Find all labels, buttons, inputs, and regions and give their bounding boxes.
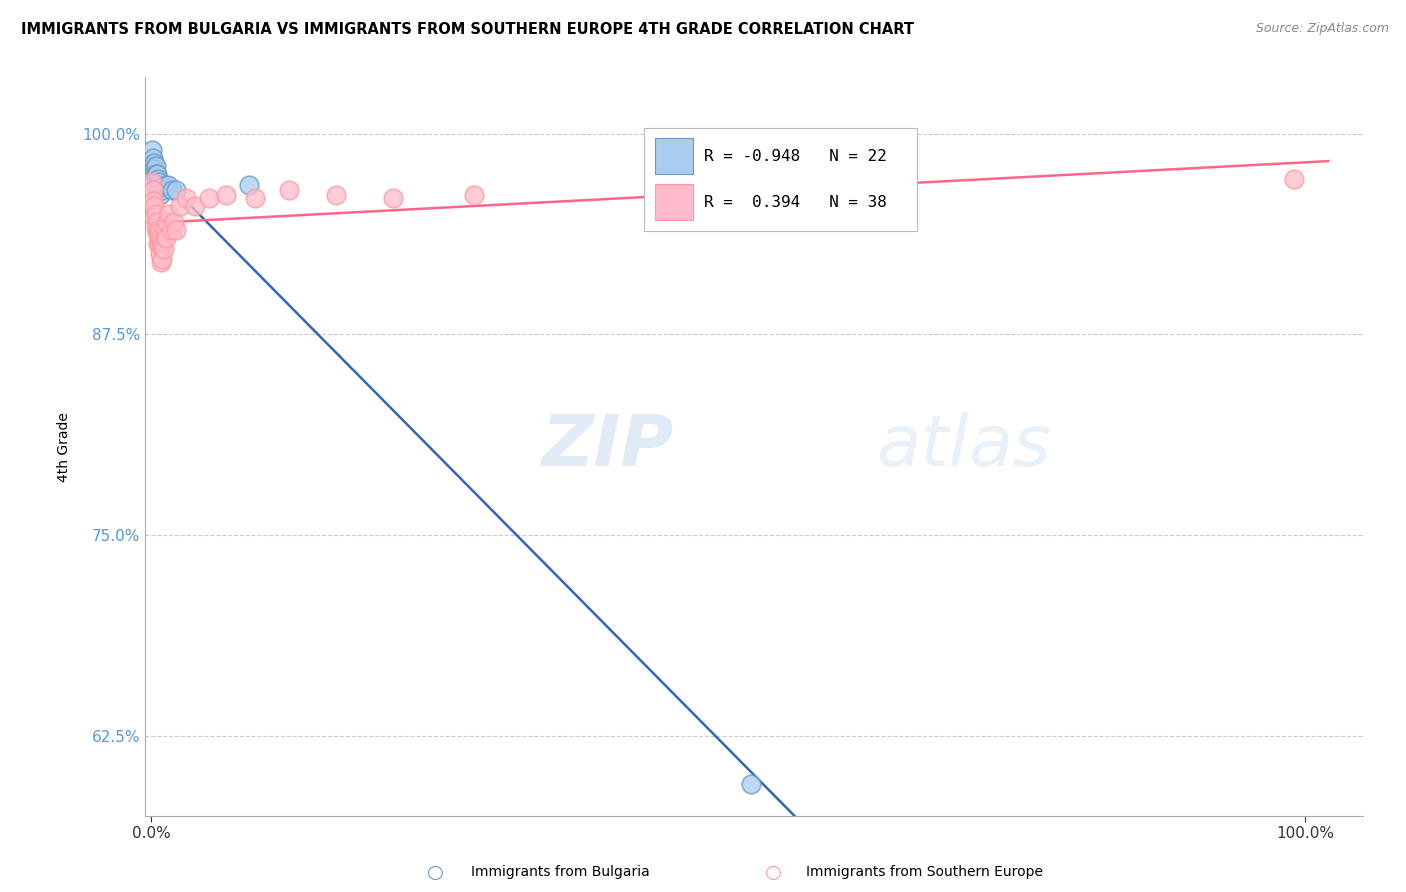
Text: ZIP: ZIP	[541, 412, 673, 481]
Point	[143, 210, 166, 224]
Point	[145, 159, 167, 173]
Point	[463, 187, 485, 202]
Text: Source: ZipAtlas.com: Source: ZipAtlas.com	[1256, 22, 1389, 36]
Point	[152, 183, 174, 197]
Point	[215, 187, 238, 202]
Point	[278, 183, 301, 197]
Point	[149, 187, 172, 202]
Point	[150, 255, 173, 269]
Point	[148, 226, 170, 240]
Text: ○: ○	[427, 863, 444, 882]
Point	[238, 178, 260, 192]
Point	[184, 199, 207, 213]
Point	[146, 171, 169, 186]
Point	[145, 215, 167, 229]
Point	[146, 223, 169, 237]
Point	[243, 191, 266, 205]
Point	[197, 191, 219, 205]
Point	[153, 223, 176, 237]
FancyBboxPatch shape	[655, 138, 693, 174]
FancyBboxPatch shape	[655, 185, 693, 220]
Point	[142, 194, 165, 208]
Point	[169, 199, 191, 213]
Point	[740, 777, 762, 791]
Point	[143, 155, 166, 169]
Point	[157, 178, 180, 192]
Text: IMMIGRANTS FROM BULGARIA VS IMMIGRANTS FROM SOUTHERN EUROPE 4TH GRADE CORRELATIO: IMMIGRANTS FROM BULGARIA VS IMMIGRANTS F…	[21, 22, 914, 37]
Point	[143, 199, 166, 213]
Point	[160, 223, 183, 237]
Point	[146, 235, 169, 250]
Point	[165, 183, 187, 197]
Point	[165, 223, 187, 237]
Point	[143, 167, 166, 181]
Point	[141, 143, 163, 157]
Y-axis label: 4th Grade: 4th Grade	[58, 412, 72, 482]
Point	[150, 235, 173, 250]
Point	[174, 191, 197, 205]
Text: R = -0.948   N = 22: R = -0.948 N = 22	[704, 149, 887, 164]
Point	[142, 159, 165, 173]
Point	[155, 231, 177, 245]
Point	[143, 161, 166, 176]
Point	[145, 226, 167, 240]
Point	[141, 175, 163, 189]
Point	[160, 183, 183, 197]
Point	[152, 242, 174, 256]
Point	[156, 215, 179, 229]
Point	[325, 187, 347, 202]
Text: Immigrants from Bulgaria: Immigrants from Bulgaria	[471, 865, 650, 880]
Text: atlas: atlas	[876, 412, 1050, 481]
Text: Immigrants from Southern Europe: Immigrants from Southern Europe	[806, 865, 1043, 880]
Point	[145, 207, 167, 221]
Point	[157, 207, 180, 221]
FancyBboxPatch shape	[644, 128, 917, 231]
Point	[152, 239, 174, 253]
Text: ○: ○	[765, 863, 782, 882]
Point	[148, 175, 170, 189]
Point	[148, 239, 170, 253]
Point	[153, 178, 176, 192]
Point	[149, 231, 172, 245]
Point	[146, 183, 169, 197]
Point	[163, 215, 186, 229]
Point	[142, 151, 165, 165]
Point	[145, 167, 167, 181]
Point	[145, 175, 167, 189]
Point	[145, 219, 167, 234]
Point	[145, 178, 167, 192]
Point	[382, 191, 405, 205]
Point	[142, 183, 165, 197]
Point	[152, 252, 174, 266]
Point	[145, 167, 167, 181]
Text: R =  0.394   N = 38: R = 0.394 N = 38	[704, 195, 887, 211]
Point	[149, 247, 172, 261]
Point	[1282, 171, 1305, 186]
